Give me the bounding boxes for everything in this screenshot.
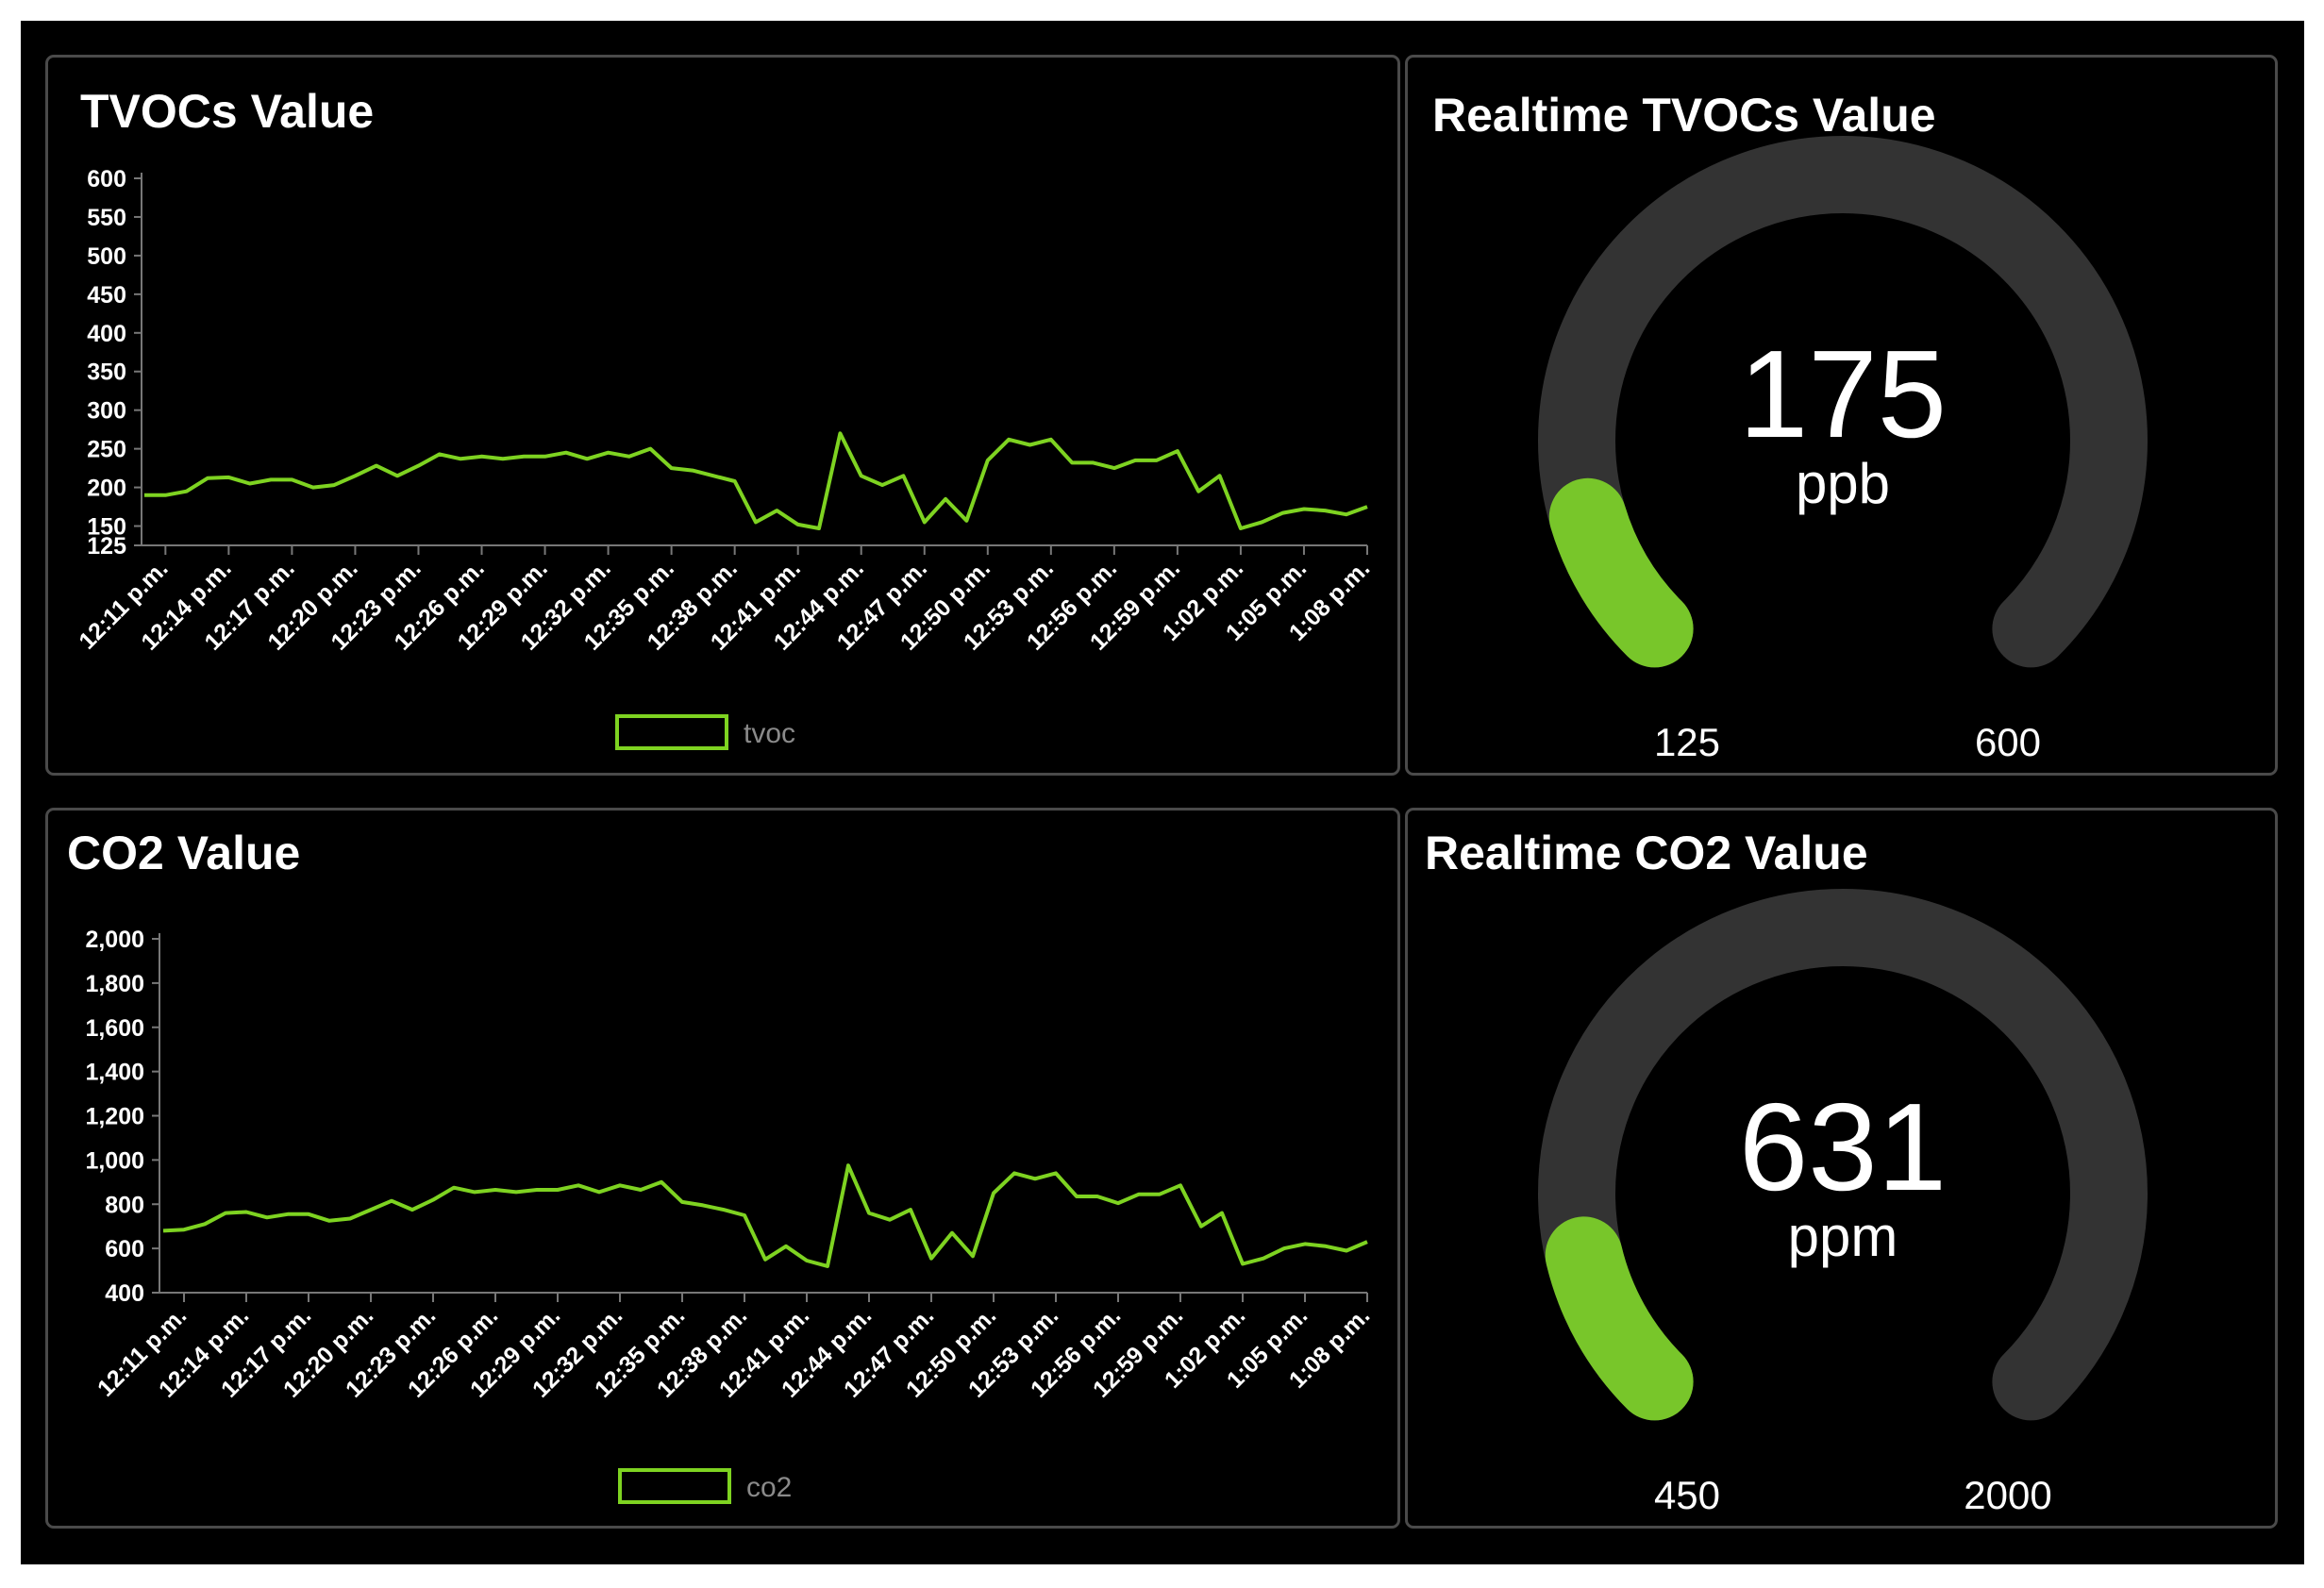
tvoc-chart-panel: TVOCs Value 600 550 500 450 400 350 300 250 200 1… <box>45 55 1400 776</box>
tvoc-y-tick-label: 500 <box>87 243 126 270</box>
tvoc-chart-title: TVOCs Value <box>80 85 375 138</box>
co2-y-tick-label: 1,800 <box>85 971 144 997</box>
tvoc-series-line <box>144 431 1368 530</box>
tvoc-legend-label: tvoc <box>744 718 795 749</box>
tvoc-gauge-max: 600 <box>1975 720 2041 764</box>
co2-y-tick-label: 1,000 <box>85 1147 144 1174</box>
tvoc-y-tick-label: 350 <box>87 359 126 386</box>
co2-y-tick-label: 1,400 <box>85 1060 144 1086</box>
tvoc-y-tick-label: 250 <box>87 437 126 463</box>
co2-y-tick-label: 800 <box>105 1192 144 1218</box>
tvoc-gauge-fill <box>1548 477 1694 668</box>
co2-line-chart: 2,0001,8001,6001,4001,2001,0008006004001… <box>85 927 1375 1504</box>
co2-gauge-min: 450 <box>1654 1473 1720 1517</box>
tvoc-gauge-title: Realtime TVOCs Value <box>1432 89 1936 142</box>
co2-y-tick-label: 600 <box>105 1236 144 1262</box>
tvoc-gauge-unit: ppb <box>1796 452 1890 515</box>
co2-y-tick-label: 400 <box>105 1280 144 1307</box>
co2-chart-title: CO2 Value <box>67 827 301 879</box>
tvoc-y-tick-label: 450 <box>87 282 126 309</box>
tvoc-y-tick-label: 150 <box>87 514 126 541</box>
co2-gauge-fill <box>1545 1216 1694 1421</box>
co2-y-tick-label: 2,000 <box>85 927 144 953</box>
tvoc-y-tick-label: 550 <box>87 205 126 231</box>
co2-series-line <box>162 1163 1368 1268</box>
tvoc-gauge-min: 125 <box>1654 720 1720 764</box>
tvoc-gauge-value: 175 <box>1739 325 1947 463</box>
co2-chart-panel: CO2 Value 2,000 1,800 1,600 1,400 1,200 1,000… <box>45 808 1400 1529</box>
tvoc-gauge-track <box>1538 136 2148 668</box>
tvoc-y-tick-label: 125 <box>87 533 126 560</box>
co2-gauge-max: 2000 <box>1964 1473 2051 1517</box>
co2-legend-label: co2 <box>746 1472 792 1503</box>
co2-gauge-unit: ppm <box>1788 1205 1898 1268</box>
tvoc-y-tick-label: 300 <box>87 398 126 425</box>
tvoc-y-tick-label: 600 <box>87 166 126 192</box>
co2-gauge-title: Realtime CO2 Value <box>1425 827 1868 879</box>
tvoc-legend-swatch <box>615 714 728 750</box>
co2-legend-swatch <box>618 1468 731 1504</box>
co2-y-tick-label: 1,600 <box>85 1015 144 1042</box>
co2-gauge-value: 631 <box>1739 1078 1947 1216</box>
tvoc-y-tick-label: 200 <box>87 476 126 502</box>
co2-y-tick-label: 1,200 <box>85 1104 144 1130</box>
dashboard: TVOCs Value 600 550 500 450 400 350 300 250 200 1… <box>21 21 2304 1564</box>
co2-gauge-panel: Realtime CO2 Value 631 ppm 450 2000 <box>1405 808 2278 1529</box>
co2-gauge-track <box>1538 889 2148 1421</box>
tvoc-gauge-panel: Realtime TVOCs Value 175 ppb 125 600 <box>1405 55 2278 776</box>
tvoc-y-tick-label: 400 <box>87 321 126 347</box>
